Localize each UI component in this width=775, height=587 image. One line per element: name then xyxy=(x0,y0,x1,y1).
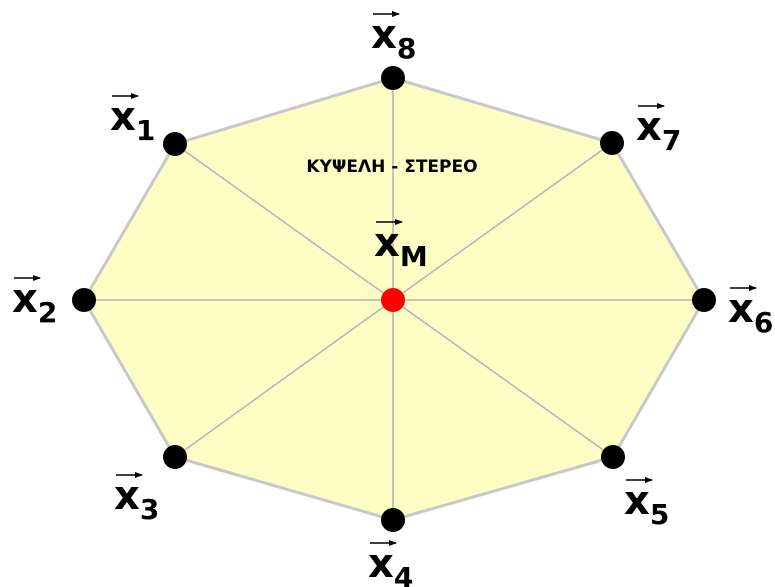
label-letter: x xyxy=(110,94,136,140)
vertex xyxy=(163,132,187,156)
vertex xyxy=(692,288,716,312)
vertex xyxy=(72,288,96,312)
label-subscript: 5 xyxy=(650,498,669,531)
spoke xyxy=(174,299,394,458)
vertex-label: xM xyxy=(374,220,428,273)
label-letter: x xyxy=(636,104,662,150)
vertex-label: x4 xyxy=(368,541,413,587)
vertex-label: x8 xyxy=(371,12,416,65)
vertex-label: x3 xyxy=(114,473,159,526)
label-subscript: 1 xyxy=(136,114,155,147)
title: ΚΥΨΕΛΗ - ΣΤΕΡΕΟ xyxy=(306,157,477,177)
label-subscript: 6 xyxy=(754,306,773,339)
label-letter: x xyxy=(728,286,754,332)
label-letter: x xyxy=(114,473,140,519)
label-subscript: 8 xyxy=(397,32,416,65)
label-letter: x xyxy=(371,12,397,58)
label-subscript: 4 xyxy=(394,561,413,587)
label-subscript: 3 xyxy=(140,493,159,526)
spoke xyxy=(174,143,394,301)
spoke xyxy=(392,299,614,458)
vertex xyxy=(163,445,187,469)
vertex-label: x1 xyxy=(110,94,155,147)
label-letter: x xyxy=(368,541,394,587)
center-point xyxy=(381,288,405,312)
vertex xyxy=(601,445,625,469)
vertex xyxy=(600,131,624,155)
label-letter: x xyxy=(624,478,650,524)
label-letter: x xyxy=(374,220,400,266)
vertex-label: x2 xyxy=(12,276,57,329)
label-subscript: 2 xyxy=(38,296,57,329)
label-letter: x xyxy=(12,276,38,322)
vertex-label: x7 xyxy=(636,104,681,157)
vertex-label: x5 xyxy=(624,478,669,531)
label-subscript: M xyxy=(400,240,428,273)
vertex xyxy=(381,66,405,90)
spoke xyxy=(392,142,613,301)
label-subscript: 7 xyxy=(662,124,681,157)
vertex xyxy=(381,508,405,532)
vertex-label: x6 xyxy=(728,286,773,339)
